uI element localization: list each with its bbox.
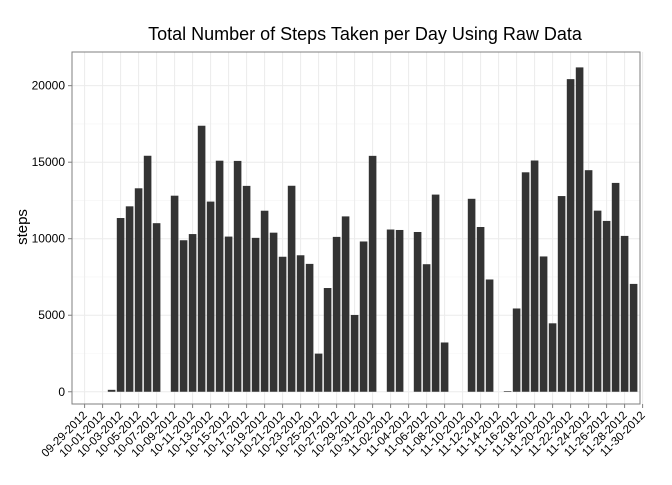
bar [359, 241, 368, 392]
bar [611, 182, 620, 392]
bar [305, 263, 314, 392]
bar [395, 229, 404, 392]
bar [629, 283, 638, 392]
bar [242, 185, 251, 392]
y-tick-label: 0 [58, 385, 65, 399]
bar [215, 160, 224, 392]
bar [143, 155, 152, 392]
bar [413, 231, 422, 392]
bar [386, 229, 395, 392]
bar [431, 194, 440, 392]
bar [368, 155, 377, 392]
bar [512, 308, 521, 392]
bar [467, 198, 476, 392]
bar [602, 220, 611, 392]
bar [296, 255, 305, 392]
bar [476, 227, 485, 392]
bar [269, 232, 278, 392]
bar [503, 391, 512, 392]
y-tick-label: 10000 [32, 232, 66, 246]
bar [575, 67, 584, 392]
bar [314, 353, 323, 392]
bar [224, 236, 233, 392]
bar [620, 235, 629, 392]
bar [593, 210, 602, 392]
y-tick-label: 15000 [32, 155, 66, 169]
y-tick-label: 20000 [32, 79, 66, 93]
bar [440, 342, 449, 392]
bar [107, 389, 116, 392]
y-axis-label: steps [14, 209, 31, 245]
bar [521, 172, 530, 392]
bar [206, 201, 215, 392]
bar [332, 236, 341, 392]
bar [485, 279, 494, 392]
bar [251, 237, 260, 392]
bar [341, 216, 350, 392]
y-tick-label: 5000 [38, 308, 65, 322]
bar [350, 314, 359, 392]
bar [233, 160, 242, 392]
chart-title: Total Number of Steps Taken per Day Usin… [148, 24, 583, 44]
bar [260, 210, 269, 392]
bar [125, 206, 134, 392]
bar [548, 323, 557, 392]
plot-panel: 0500010000150002000009-29-201210-01-2012… [32, 51, 648, 460]
bar [566, 79, 575, 392]
bar [134, 188, 143, 392]
bar [152, 223, 161, 392]
bar [197, 125, 206, 392]
bar [116, 218, 125, 392]
panel-border [71, 51, 641, 405]
bar [422, 264, 431, 392]
bar [539, 256, 548, 392]
bar [323, 288, 332, 392]
bar [584, 170, 593, 392]
bar [179, 240, 188, 392]
bar [287, 185, 296, 392]
bar [530, 160, 539, 392]
bar [557, 196, 566, 392]
bar [278, 256, 287, 392]
bar [188, 234, 197, 392]
bar [170, 195, 179, 392]
